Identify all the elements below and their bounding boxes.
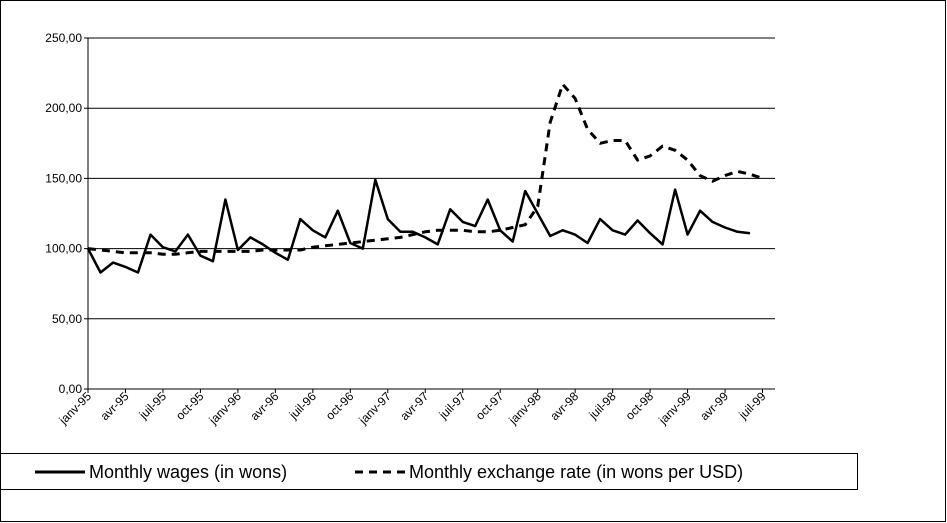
series-line (86, 178, 751, 274)
legend-label: Monthly exchange rate (in wons per USD) (409, 462, 743, 482)
y-tick-label: 250,00 (45, 31, 82, 45)
y-tick-label: 50,00 (52, 312, 82, 326)
legend-box (0, 453, 858, 490)
y-tick-label: 200,00 (45, 101, 82, 115)
y-tick-label: 100,00 (45, 242, 82, 256)
series-line (87, 82, 763, 256)
y-tick-label: 0,00 (59, 382, 83, 396)
legend-label: Monthly wages (in wons) (89, 462, 287, 482)
y-tick-label: 150,00 (45, 171, 82, 185)
